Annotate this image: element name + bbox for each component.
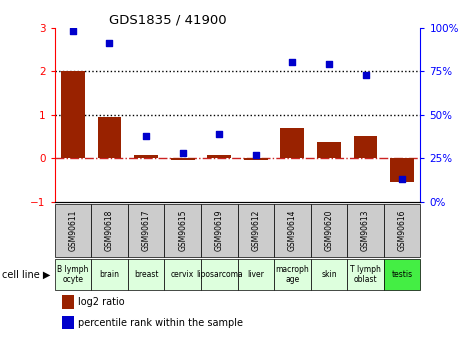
FancyBboxPatch shape [274, 204, 311, 257]
Text: GSM90611: GSM90611 [68, 210, 77, 251]
Bar [280, 128, 304, 158]
Text: GSM90612: GSM90612 [251, 210, 260, 251]
FancyBboxPatch shape [128, 204, 164, 257]
Bar [390, 158, 414, 182]
Bar [207, 155, 231, 158]
Point [105, 40, 113, 46]
Text: GSM90615: GSM90615 [178, 209, 187, 251]
Text: cell line ▶: cell line ▶ [2, 269, 51, 279]
Bar [97, 117, 122, 158]
FancyBboxPatch shape [55, 204, 91, 257]
Text: GSM90618: GSM90618 [105, 210, 114, 251]
FancyBboxPatch shape [311, 204, 347, 257]
Point [142, 133, 150, 138]
FancyBboxPatch shape [347, 259, 384, 290]
Text: GSM90613: GSM90613 [361, 209, 370, 251]
Point [362, 72, 370, 77]
Point [289, 60, 296, 65]
Bar [61, 71, 85, 158]
Bar [134, 155, 158, 158]
FancyBboxPatch shape [274, 259, 311, 290]
Point [325, 61, 332, 67]
FancyBboxPatch shape [347, 204, 384, 257]
FancyBboxPatch shape [201, 204, 238, 257]
Text: liver: liver [247, 270, 264, 279]
Text: brain: brain [99, 270, 120, 279]
Text: percentile rank within the sample: percentile rank within the sample [78, 318, 243, 327]
Text: skin: skin [321, 270, 337, 279]
Point [179, 150, 186, 156]
Point [398, 176, 406, 182]
FancyBboxPatch shape [384, 259, 420, 290]
FancyBboxPatch shape [55, 259, 91, 290]
Bar [244, 158, 268, 160]
Point [252, 152, 259, 158]
FancyBboxPatch shape [238, 259, 274, 290]
Text: liposarcoma: liposarcoma [196, 270, 243, 279]
Bar [317, 142, 341, 158]
Text: macroph
age: macroph age [276, 265, 309, 284]
Point [69, 28, 77, 34]
Text: GSM90616: GSM90616 [398, 209, 407, 251]
Bar [171, 158, 195, 160]
FancyBboxPatch shape [91, 259, 128, 290]
FancyBboxPatch shape [164, 259, 201, 290]
FancyBboxPatch shape [311, 259, 347, 290]
Text: log2 ratio: log2 ratio [78, 297, 125, 307]
Bar [353, 137, 378, 158]
FancyBboxPatch shape [201, 259, 238, 290]
Text: T lymph
oblast: T lymph oblast [350, 265, 381, 284]
FancyBboxPatch shape [164, 204, 201, 257]
FancyBboxPatch shape [91, 204, 128, 257]
FancyBboxPatch shape [238, 204, 274, 257]
Text: breast: breast [134, 270, 158, 279]
Text: GSM90614: GSM90614 [288, 209, 297, 251]
Text: GSM90619: GSM90619 [215, 209, 224, 251]
Text: cervix: cervix [171, 270, 194, 279]
Text: B lymph
ocyte: B lymph ocyte [57, 265, 89, 284]
Text: testis: testis [391, 270, 413, 279]
FancyBboxPatch shape [384, 204, 420, 257]
FancyBboxPatch shape [128, 259, 164, 290]
Text: GDS1835 / 41900: GDS1835 / 41900 [109, 13, 227, 27]
Text: GSM90620: GSM90620 [324, 209, 333, 251]
Text: GSM90617: GSM90617 [142, 209, 151, 251]
Point [216, 131, 223, 137]
